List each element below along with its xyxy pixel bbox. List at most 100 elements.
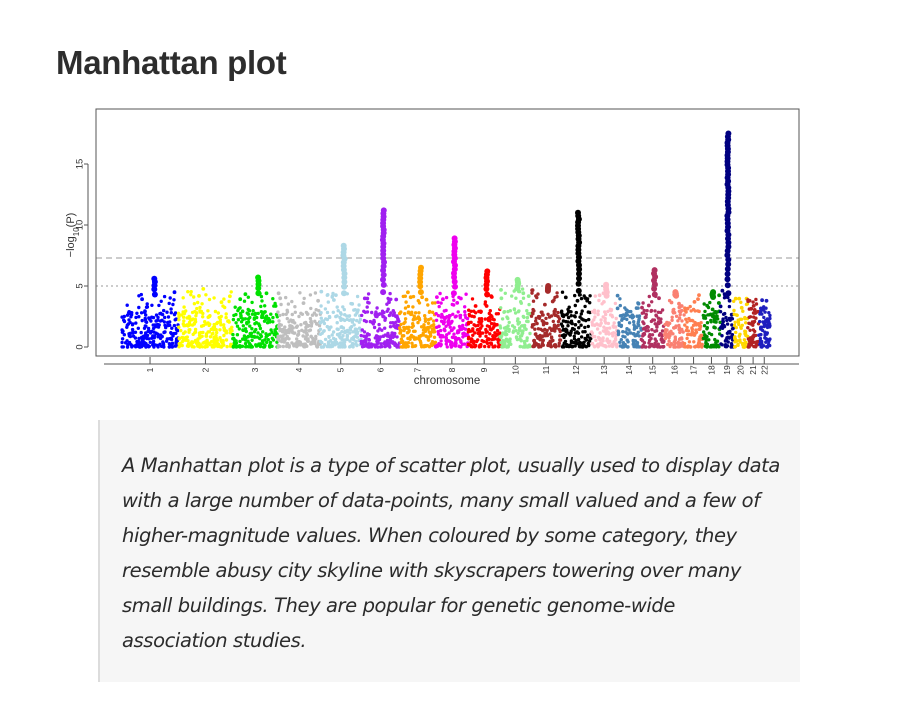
- data-point: [343, 345, 347, 349]
- data-point: [592, 318, 596, 322]
- data-point: [493, 344, 497, 348]
- data-point: [249, 345, 253, 349]
- peak-point: [341, 290, 347, 297]
- data-point: [236, 344, 241, 348]
- data-point: [563, 333, 568, 337]
- data-point: [699, 321, 703, 325]
- x-tick-label: 17: [689, 365, 699, 375]
- data-point: [348, 339, 352, 343]
- x-tick-label: 20: [736, 365, 746, 375]
- data-point: [327, 314, 332, 319]
- x-tick-label: 1: [145, 367, 155, 372]
- x-tick-label: 7: [413, 367, 423, 372]
- data-point: [192, 302, 197, 306]
- data-point: [608, 313, 613, 317]
- data-point: [251, 309, 255, 313]
- data-point: [536, 292, 540, 296]
- data-point: [708, 300, 712, 305]
- data-point: [581, 345, 585, 349]
- data-point: [447, 313, 452, 318]
- x-tick-label: 8: [447, 367, 457, 372]
- data-point: [532, 344, 536, 349]
- data-point: [254, 344, 259, 348]
- data-point: [318, 327, 323, 331]
- data-point: [331, 336, 336, 341]
- data-point: [348, 326, 352, 330]
- data-point: [596, 344, 601, 348]
- data-point: [183, 330, 187, 334]
- data-point: [297, 314, 301, 319]
- x-tick-label: 11: [541, 365, 551, 374]
- data-point: [682, 313, 686, 317]
- data-point: [169, 332, 174, 336]
- data-point: [296, 340, 301, 344]
- data-point: [763, 333, 767, 337]
- data-point: [197, 331, 202, 335]
- data-point: [621, 345, 625, 349]
- data-point: [305, 312, 310, 316]
- data-point: [169, 311, 173, 315]
- data-point: [680, 327, 684, 332]
- data-point: [221, 304, 225, 308]
- data-point: [530, 288, 534, 293]
- data-point: [669, 300, 674, 305]
- data-point: [427, 345, 432, 349]
- peak-point: [724, 266, 731, 272]
- data-point: [372, 325, 377, 330]
- data-point: [295, 337, 299, 341]
- data-point: [399, 329, 403, 333]
- data-point: [268, 318, 272, 322]
- data-point: [455, 301, 460, 305]
- data-point: [221, 339, 225, 343]
- data-point: [439, 301, 443, 305]
- data-point: [558, 329, 562, 334]
- data-point: [620, 313, 624, 318]
- data-point: [662, 344, 666, 349]
- data-point: [169, 307, 173, 311]
- data-point: [519, 300, 523, 304]
- data-point: [177, 336, 181, 340]
- x-tick-label: 2: [200, 367, 210, 372]
- data-point: [574, 310, 578, 315]
- data-point: [365, 305, 369, 309]
- data-point: [285, 310, 290, 314]
- data-point: [182, 305, 186, 309]
- data-point: [754, 297, 758, 302]
- data-point: [631, 332, 635, 336]
- data-point: [487, 344, 491, 349]
- data-point: [563, 339, 568, 344]
- data-point: [450, 335, 455, 339]
- data-point: [640, 339, 645, 343]
- data-point: [255, 335, 259, 339]
- data-point: [359, 333, 363, 338]
- data-point: [570, 345, 574, 349]
- data-point: [186, 290, 190, 294]
- data-point: [404, 300, 408, 304]
- data-point: [281, 344, 285, 349]
- data-point: [301, 334, 305, 338]
- data-point: [693, 309, 697, 313]
- data-point: [208, 335, 213, 339]
- data-point: [248, 315, 252, 320]
- data-point: [561, 344, 565, 348]
- chromosome-22-points: [757, 298, 772, 349]
- data-point: [389, 311, 393, 315]
- data-point: [587, 339, 592, 343]
- data-point: [764, 340, 768, 344]
- data-point: [606, 321, 611, 326]
- data-point: [411, 318, 415, 322]
- data-point: [380, 328, 384, 332]
- data-point: [120, 345, 124, 349]
- data-point: [437, 324, 441, 328]
- data-point: [151, 323, 155, 327]
- data-point: [520, 324, 525, 328]
- data-point: [300, 312, 305, 316]
- data-point: [462, 342, 467, 346]
- data-point: [659, 337, 664, 341]
- data-point: [579, 312, 583, 316]
- data-point: [271, 297, 275, 301]
- data-point: [140, 318, 144, 323]
- data-point: [388, 291, 392, 296]
- data-point: [549, 314, 554, 318]
- data-point: [573, 315, 577, 319]
